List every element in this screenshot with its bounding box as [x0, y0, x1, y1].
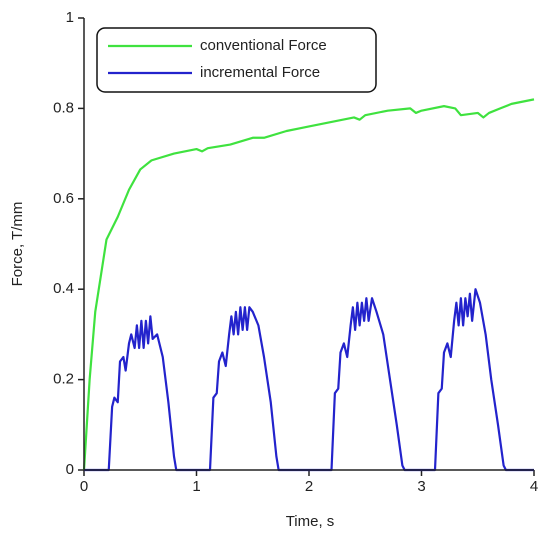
- y-tick-label: 1: [66, 9, 74, 26]
- x-tick-label: 2: [305, 478, 313, 495]
- x-tick-label: 0: [80, 478, 88, 495]
- x-tick-label: 3: [417, 478, 425, 495]
- y-axis-label: Force, T/mm: [9, 202, 26, 287]
- series-line: [82, 98, 535, 471]
- y-tick-label: 0: [66, 461, 74, 478]
- y-tick-label: 0.4: [53, 280, 74, 297]
- y-tick-label: 0.8: [53, 99, 74, 116]
- legend-label: incremental Force: [200, 64, 320, 81]
- legend-label: conventional Force: [200, 37, 327, 54]
- y-tick-label: 0.2: [53, 371, 74, 388]
- series-line: [84, 288, 534, 472]
- legend-box: [96, 27, 377, 93]
- x-axis-label: Time, s: [286, 513, 335, 530]
- x-tick-label: 1: [192, 478, 200, 495]
- x-tick-label: 4: [530, 478, 538, 495]
- y-tick-label: 0.6: [53, 190, 74, 207]
